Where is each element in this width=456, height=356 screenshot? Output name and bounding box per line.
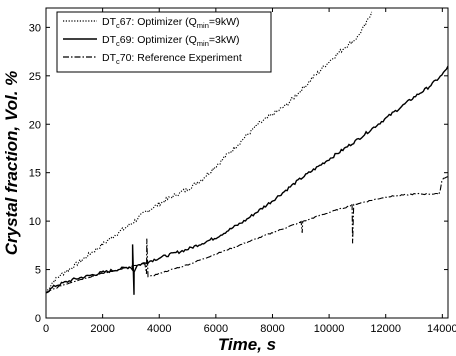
legend-entry-0-sub2: min [197, 21, 209, 30]
x-tick-label: 10000 [314, 323, 345, 335]
x-tick-label: 8000 [260, 323, 284, 335]
legend-entry-1-sub2: min [197, 39, 209, 48]
legend-entry-0: DTc67: Optimizer (Qmin=9kW) [102, 16, 240, 30]
legend-box [56, 11, 272, 73]
x-tick-label: 14000 [427, 323, 456, 335]
ticks-layer: 0 2000 4000 6000 8000 10000 12000 14000 0 5 10 15 20… [29, 8, 456, 335]
legend-entry-0-sub1: c [116, 21, 120, 30]
legend-entry-1: DTc69: Optimizer (Qmin=3kW) [102, 34, 240, 48]
x-tick-label: 0 [43, 323, 49, 335]
y-tick-label: 5 [35, 265, 41, 277]
series-line-2 [46, 176, 448, 294]
legend-entry-1-mid: 69: Optimizer (Q [120, 34, 197, 46]
y-axis-title: Crystal fraction, Vol. % [2, 71, 21, 256]
legend-entry-0-mid: 67: Optimizer (Q [120, 16, 197, 28]
x-tick-label: 12000 [370, 323, 401, 335]
legend-entry-1-post: =3kW) [209, 34, 240, 46]
y-tick-label: 25 [29, 71, 41, 83]
series-layer [46, 11, 448, 295]
x-axis-title: Time, s [218, 335, 276, 354]
y-tick-label: 0 [35, 313, 41, 325]
y-tick-label: 30 [29, 22, 41, 34]
legend-entry-2-mid: 70: Reference Experiment [120, 52, 242, 64]
legend-entry-1-sub1: c [116, 39, 120, 48]
y-tick-label: 15 [29, 168, 41, 180]
legend-entry-2-pre: DT [102, 52, 117, 64]
y-tick-label: 10 [29, 216, 41, 228]
series-line-0 [46, 11, 373, 294]
legend-entry-1-pre: DT [102, 34, 117, 46]
x-tick-label: 4000 [147, 323, 171, 335]
x-tick-label: 2000 [90, 323, 114, 335]
legend-entry-2-sub1: c [116, 57, 120, 66]
legend: DTc67: Optimizer (Qmin=9kW)DTc69: Optimi… [56, 11, 272, 73]
y-tick-label: 20 [29, 119, 41, 131]
legend-entry-2: DTc70: Reference Experiment [102, 52, 242, 66]
legend-entry-0-post: =9kW) [209, 16, 240, 28]
legend-entry-0-pre: DT [102, 16, 117, 28]
x-tick-label: 6000 [204, 323, 228, 335]
